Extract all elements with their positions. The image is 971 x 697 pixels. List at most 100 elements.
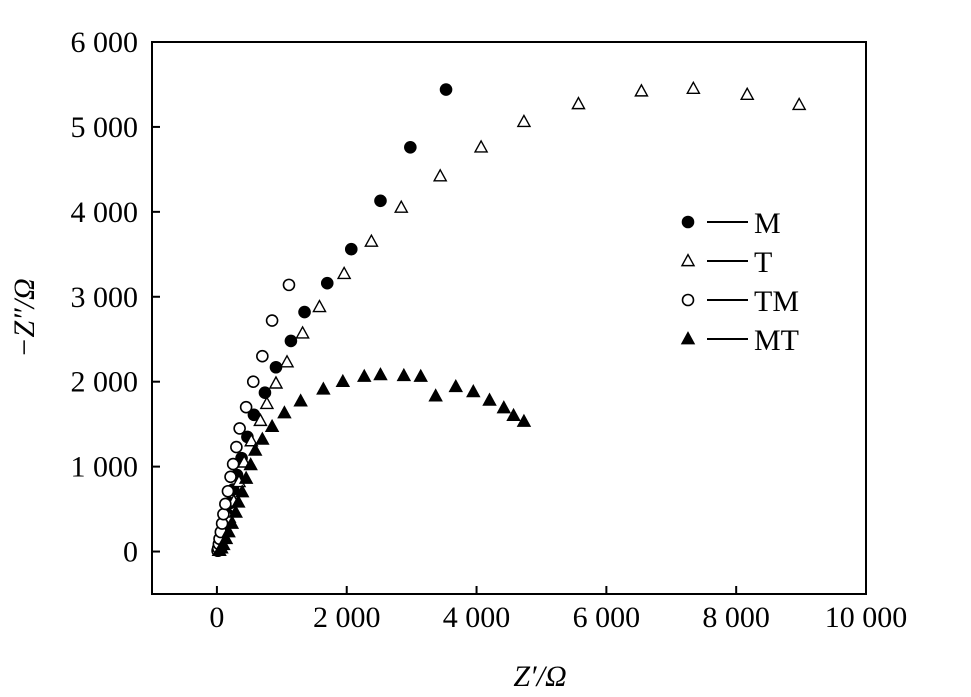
data-point — [238, 470, 254, 484]
data-point — [364, 233, 379, 247]
data-point — [282, 278, 296, 292]
data-point — [439, 83, 453, 96]
data-point — [320, 276, 334, 290]
data-point — [277, 405, 292, 419]
data-point — [264, 418, 280, 433]
data-point — [284, 334, 298, 348]
legend-entry-t: T — [680, 246, 772, 279]
data-point — [336, 266, 352, 280]
data-point — [466, 384, 481, 398]
legend-label: TM — [754, 285, 799, 318]
data-point — [226, 457, 240, 471]
data-point — [268, 375, 284, 389]
series-mt — [212, 367, 532, 557]
data-point — [258, 386, 272, 400]
data-point — [506, 407, 521, 421]
data-point — [253, 412, 268, 427]
data-point — [265, 314, 279, 327]
axis-ticks — [152, 41, 867, 594]
data-point — [373, 367, 388, 381]
data-point — [293, 393, 308, 407]
data-point — [357, 368, 372, 382]
data-point — [312, 299, 327, 313]
data-point — [739, 86, 755, 100]
legend-marker — [680, 253, 696, 267]
x-tick-label: 8 000 — [702, 601, 770, 634]
plot-frame — [151, 41, 867, 595]
data-point — [344, 242, 358, 256]
data-point — [224, 515, 240, 529]
data-point — [224, 470, 237, 484]
y-tick-label: 4 000 — [71, 196, 139, 229]
data-point — [482, 392, 497, 406]
y-tick-label: 2 000 — [71, 366, 139, 399]
legend-label: T — [754, 246, 772, 279]
data-point — [634, 83, 649, 97]
x-tick-label: 10 000 — [825, 601, 908, 634]
data-points — [211, 80, 807, 557]
data-point — [686, 80, 701, 95]
x-tick-label: 2 000 — [313, 601, 381, 634]
legend-label: M — [754, 207, 781, 240]
data-point — [374, 194, 387, 208]
data-point — [279, 354, 295, 368]
data-point — [233, 422, 246, 435]
legend-entry-mt: MT — [680, 324, 799, 357]
data-point — [516, 113, 532, 128]
data-point — [516, 413, 532, 427]
data-point — [269, 360, 283, 374]
x-tick-label: 6 000 — [573, 601, 641, 634]
data-point — [448, 378, 464, 393]
data-point — [432, 168, 448, 182]
axis-tick-labels: 0 2 000 4 000 6 000 8 000 10 000 0 1 000 2 000 3 … — [71, 26, 908, 634]
legend-entry-m: M — [681, 207, 781, 240]
data-point — [219, 497, 232, 511]
data-point — [234, 484, 250, 498]
data-point — [298, 305, 311, 319]
legend-entry-tm: TM — [681, 285, 799, 318]
data-point — [571, 96, 586, 110]
legend-marker — [680, 331, 696, 345]
data-point — [295, 325, 310, 339]
legend: MT TM MT — [680, 207, 799, 357]
legend-marker — [681, 293, 695, 307]
data-point — [218, 530, 234, 545]
legend-marker — [681, 215, 695, 229]
data-point — [404, 141, 417, 154]
legend-label: MT — [754, 324, 799, 357]
data-point — [221, 524, 236, 538]
x-tick-label: 4 000 — [443, 601, 511, 634]
y-tick-label: 3 000 — [71, 281, 139, 314]
data-point — [247, 442, 263, 456]
data-point — [221, 484, 235, 498]
data-point — [496, 400, 512, 414]
data-point — [231, 494, 246, 508]
data-point — [396, 367, 412, 382]
data-point — [239, 400, 253, 414]
data-point — [473, 139, 489, 153]
data-point — [316, 381, 331, 395]
data-point — [243, 457, 258, 471]
data-point — [428, 388, 443, 402]
data-point — [228, 504, 243, 518]
y-tick-label: 0 — [123, 536, 138, 569]
data-point — [413, 368, 428, 382]
y-tick-label: 1 000 — [71, 451, 139, 484]
series-t — [211, 80, 807, 557]
data-point — [256, 349, 269, 363]
data-point — [230, 440, 243, 454]
data-point — [217, 507, 230, 521]
data-point — [394, 199, 409, 213]
y-axis-label: −Z″/Ω — [8, 278, 41, 357]
y-tick-label: 5 000 — [71, 111, 139, 144]
data-point — [335, 373, 351, 388]
data-point — [244, 433, 259, 447]
y-tick-label: 6 000 — [71, 26, 139, 59]
x-tick-label: 0 — [209, 601, 224, 634]
data-point — [791, 97, 807, 111]
data-point — [259, 395, 275, 410]
data-point — [246, 375, 260, 388]
x-axis-label: Z′/Ω — [513, 660, 566, 693]
series-m — [211, 83, 453, 557]
